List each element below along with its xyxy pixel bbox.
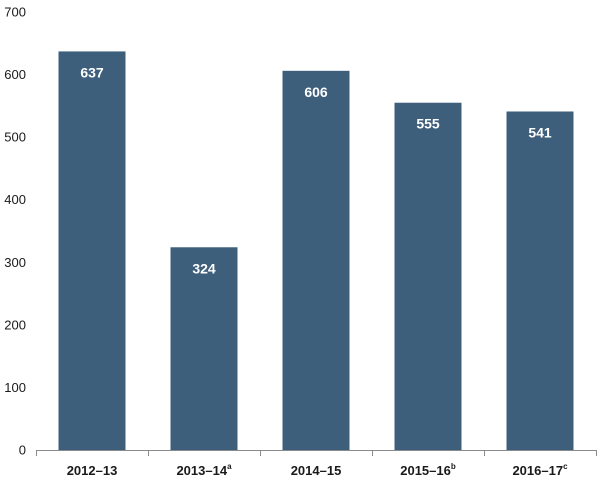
- x-tick-label-text: 2012–13: [67, 463, 118, 478]
- data-label: 541: [528, 124, 552, 140]
- data-label: 606: [304, 84, 328, 100]
- x-tick-label: 2016–17c: [512, 462, 568, 478]
- y-axis: 0 100 200 300 400 500 600 700: [4, 5, 26, 458]
- y-tick-label: 400: [4, 192, 26, 207]
- bar: [394, 102, 462, 450]
- y-tick-label: 100: [4, 380, 26, 395]
- x-tick-label-text: 2013–14: [176, 463, 227, 478]
- bar: [170, 247, 238, 450]
- x-tick-label-superscript: c: [563, 462, 568, 471]
- y-tick-label: 0: [19, 443, 26, 458]
- x-tick-label-superscript: a: [227, 462, 232, 471]
- bar: [506, 111, 574, 450]
- x-tick-label-text: 2016–17: [512, 463, 563, 478]
- y-tick-label: 200: [4, 317, 26, 332]
- x-axis: 2012–13 2013–14a 2014–15 2015–16b 2016–17c: [36, 450, 597, 478]
- bar: [58, 51, 126, 451]
- x-tick-label: 2015–16b: [400, 462, 456, 478]
- x-tick-label: 2013–14a: [176, 462, 232, 478]
- x-tick-label-text: 2014–15: [291, 463, 342, 478]
- x-tick-label: 2012–13: [67, 463, 118, 478]
- y-tick-label: 700: [4, 5, 26, 20]
- bar: [282, 70, 350, 451]
- data-label: 324: [192, 260, 216, 276]
- y-tick-label: 500: [4, 130, 26, 145]
- bars: 637 324 606 555 541: [58, 51, 574, 451]
- data-label: 555: [416, 116, 440, 132]
- y-tick-label: 600: [4, 67, 26, 82]
- x-tick-label-text: 2015–16: [400, 463, 451, 478]
- y-tick-label: 300: [4, 255, 26, 270]
- x-tick-label: 2014–15: [291, 463, 342, 478]
- data-label: 637: [80, 64, 104, 80]
- x-tick-label-superscript: b: [451, 462, 456, 471]
